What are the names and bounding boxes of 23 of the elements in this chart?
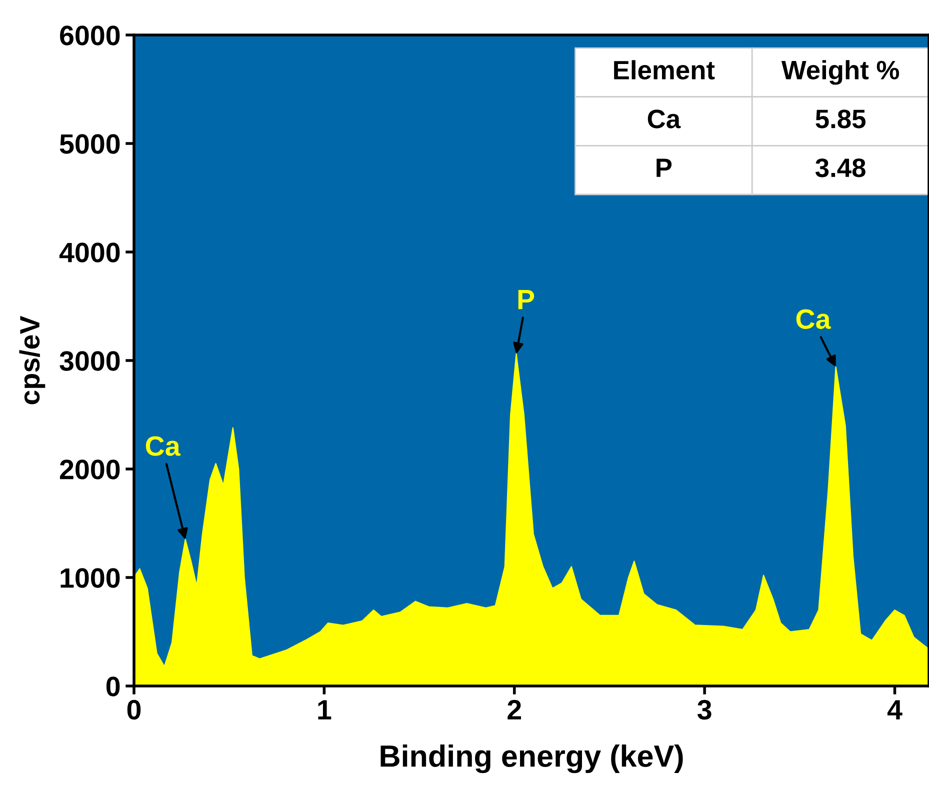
x-tick-label: 0 [127, 700, 141, 720]
annotation: Ca [146, 436, 180, 456]
y-tick-label: 6000 [60, 26, 120, 46]
y-tick-label: 3000 [60, 351, 120, 371]
y-tick-label: 4000 [59, 242, 120, 262]
y-axis-title: cps/eV [19, 316, 46, 404]
y-tick-label: 2000 [60, 460, 120, 480]
y-tick-label: 0 [106, 676, 120, 696]
x-tick-label: 3 [697, 700, 712, 720]
y-tick-label: 5000 [60, 134, 120, 154]
annotation: Element [614, 60, 715, 80]
annotation: Weight % [781, 60, 899, 85]
annotation: P [518, 290, 534, 310]
annotation: P [656, 158, 672, 177]
x-axis-title: Binding energy (keV) [380, 744, 683, 774]
annotation: 5.85 [816, 110, 866, 128]
annotation: Ca [796, 309, 831, 329]
annotation: Ca [648, 110, 681, 128]
x-tick-label: 1 [318, 700, 332, 720]
x-tick-label: 2 [508, 700, 521, 720]
annotation: 3.48 [815, 158, 866, 178]
x-tick-label: 4 [887, 700, 902, 720]
y-tick-label: 1000 [60, 568, 120, 588]
